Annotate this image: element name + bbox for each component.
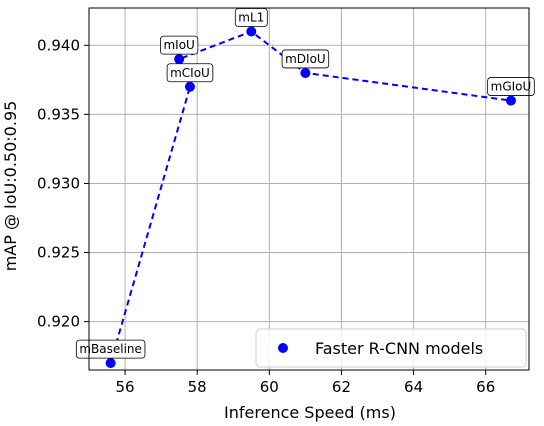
y-tick-label: 0.935	[37, 105, 80, 123]
data-point-mdiou	[300, 67, 311, 78]
point-annotations: mBaseline mCIoU mIoU mL1 mDIoU mGIoU	[75, 8, 535, 359]
data-point-ml1	[246, 26, 257, 37]
y-tick-label: 0.925	[37, 244, 80, 262]
x-tick-label: 60	[260, 378, 279, 396]
x-tick-label: 56	[116, 378, 135, 396]
annotation-label: mIoU	[163, 38, 194, 52]
data-point-mbaseline	[105, 358, 116, 369]
plot-frame	[88, 7, 530, 371]
y-tick-label: 0.920	[37, 313, 80, 331]
annotation-box	[75, 339, 146, 359]
legend: Faster R-CNN models	[255, 328, 527, 368]
annotation-mdiou: mDIoU	[281, 49, 330, 69]
annotation-label: mDIoU	[285, 52, 326, 66]
annotation-box	[487, 77, 535, 96]
y-axis-ticks: 0.920 0.925 0.930 0.935 0.940	[37, 36, 89, 331]
annotation-label: mGIoU	[491, 80, 532, 94]
annotation-box	[281, 49, 330, 69]
annotation-mciou: mCIoU	[166, 63, 214, 83]
x-tick-label: 66	[476, 378, 495, 396]
data-point-mgiou	[505, 95, 516, 106]
x-tick-label: 62	[332, 378, 351, 396]
x-tick-label: 58	[188, 378, 207, 396]
legend-marker	[278, 343, 288, 353]
annotation-label: mCIoU	[170, 66, 210, 80]
x-tick-label: 64	[404, 378, 423, 396]
series-connector-line	[109, 30, 512, 364]
x-axis-label: Inference Speed (ms)	[224, 403, 396, 422]
legend-label: Faster R-CNN models	[315, 339, 483, 358]
data-point-miou	[174, 54, 185, 65]
data-point-mciou	[184, 81, 195, 92]
legend-box	[255, 328, 527, 368]
annotation-miou: mIoU	[160, 35, 199, 55]
x-axis-ticks: 56 58 60 62 64 66	[116, 370, 495, 396]
annotation-box	[166, 63, 214, 83]
annotation-label: mBaseline	[79, 342, 142, 356]
annotation-label: mL1	[238, 10, 264, 24]
annotation-box	[160, 35, 199, 55]
y-axis-label: mAP @ IoU:0.50:0.95	[1, 101, 20, 272]
annotation-mgiou: mGIoU	[487, 77, 535, 96]
annotation-mbaseline: mBaseline	[75, 339, 146, 359]
data-points	[105, 26, 516, 369]
y-tick-label: 0.930	[37, 174, 80, 192]
y-tick-label: 0.940	[37, 36, 80, 54]
annotation-ml1: mL1	[234, 8, 268, 27]
